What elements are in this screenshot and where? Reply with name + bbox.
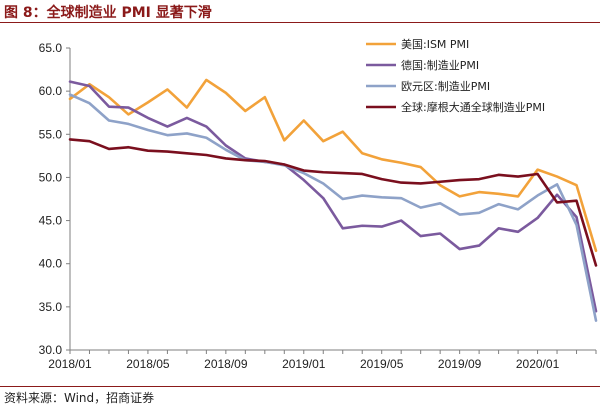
chart-title: 图 8：全球制造业 PMI 显著下滑 <box>4 5 212 21</box>
title-rule <box>0 22 600 23</box>
series-line-4 <box>68 138 598 267</box>
y-tick-label: 40.0 <box>39 257 63 271</box>
series-lines <box>68 78 598 322</box>
legend-label-4: 全球:摩根大通全球制造业PMI <box>401 100 545 114</box>
legend: 美国:ISM PMI 德国:制造业PMI 欧元区:制造业PMI 全球:摩根大通全球制造… <box>366 38 545 114</box>
axes: 30.0 35.0 40.0 45.0 50.0 55.0 60.0 65.0 2018/01 2… <box>39 41 597 371</box>
y-tick-label: 45.0 <box>39 214 63 228</box>
series-line-1 <box>68 78 598 253</box>
legend-label-3: 欧元区:制造业PMI <box>401 79 490 93</box>
y-tick-label: 50.0 <box>39 170 63 184</box>
legend-label-2: 德国:制造业PMI <box>401 58 479 72</box>
x-tick-label: 2018/01 <box>48 357 92 371</box>
x-tick-label: 2019/09 <box>438 357 482 371</box>
x-tick-label: 2018/09 <box>204 357 248 371</box>
y-tick-label: 65.0 <box>39 41 63 55</box>
legend-label-1: 美国:ISM PMI <box>401 38 469 51</box>
source-note: 资料来源：Wind，招商证券 <box>4 391 155 405</box>
source-rule <box>0 386 600 387</box>
y-tick-label: 60.0 <box>39 84 63 98</box>
x-tick-label: 2018/05 <box>126 357 170 371</box>
series-line-2 <box>68 80 598 313</box>
x-tick-label: 2019/01 <box>282 357 326 371</box>
y-tick-label: 55.0 <box>39 127 63 141</box>
x-tick-label: 2019/05 <box>360 357 404 371</box>
x-tick-label: 2020/01 <box>516 357 560 371</box>
y-tick-label: 35.0 <box>39 300 63 314</box>
series-line-3 <box>68 93 598 322</box>
y-tick-label: 30.0 <box>39 343 63 357</box>
